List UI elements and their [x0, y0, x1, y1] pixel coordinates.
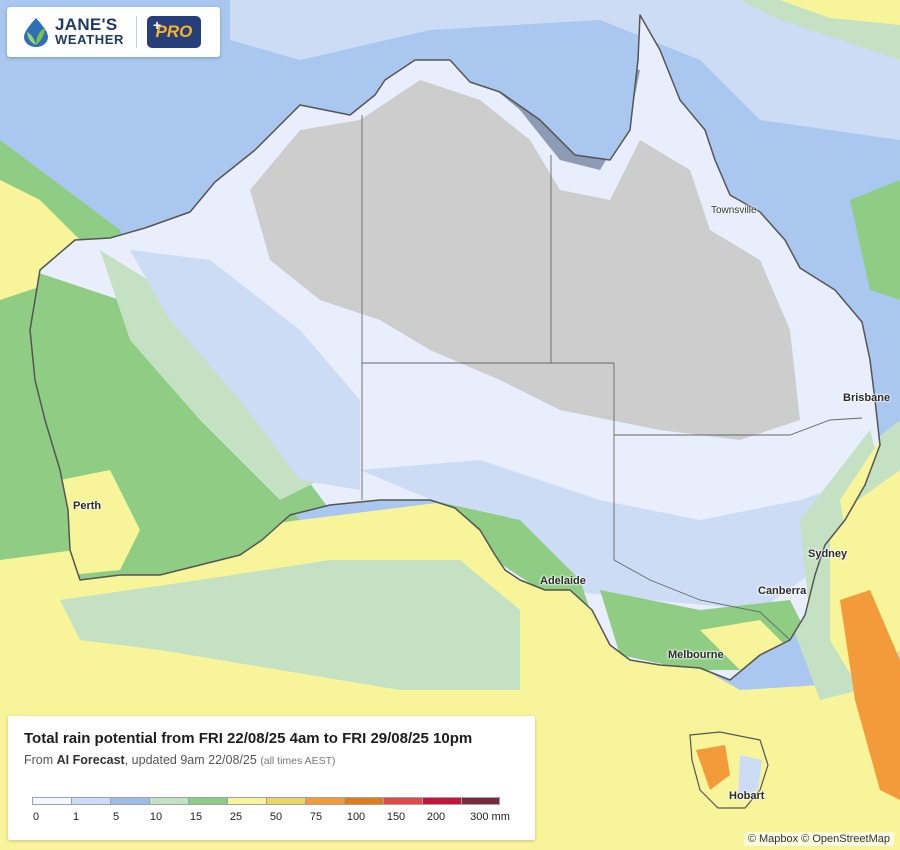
legend-tick-11: 300 mm	[470, 811, 510, 823]
legend-updated-time: , updated 9am 22/08/25	[124, 753, 261, 767]
legend-swatch-10	[422, 797, 461, 805]
city-label-perth[interactable]: Perth	[73, 500, 102, 512]
land-dry-area	[250, 80, 800, 440]
legend-swatch-0	[32, 797, 71, 805]
legend-tick-0: 0	[32, 811, 40, 823]
rain-band-tasman-orange	[840, 590, 900, 800]
rain-legend: Total rain potential from FRI 22/08/25 4…	[8, 716, 535, 840]
legend-swatch-1	[71, 797, 110, 805]
legend-swatch-9	[383, 797, 422, 805]
legend-color-scale	[32, 797, 500, 805]
legend-tick-8: 100	[346, 811, 366, 823]
land-perth-yellow	[60, 470, 140, 575]
brand-name-line1: JANE'S	[55, 15, 118, 34]
legend-tick-6: 50	[269, 811, 283, 823]
pro-plus-icon: +	[152, 17, 162, 33]
legend-subtitle-prefix: From	[24, 753, 57, 767]
leaf-drop-icon	[24, 18, 48, 47]
rain-band-northeast-yellow	[780, 0, 900, 25]
brand-name-line2: WEATHER	[55, 32, 124, 47]
legend-swatch-6	[266, 797, 305, 805]
tasmania-blue	[738, 755, 762, 798]
legend-tick-1: 1	[72, 811, 80, 823]
city-label-hobart[interactable]: Hobart	[729, 790, 765, 802]
brand-logo[interactable]: JANE'S WEATHER + PRO	[7, 7, 220, 57]
brand-wordmark: JANE'S WEATHER	[55, 15, 124, 47]
city-label-adelaide[interactable]: Adelaide	[540, 575, 586, 587]
land-wa-blue	[130, 250, 360, 490]
legend-timezone-note: (all times AEST)	[260, 755, 336, 767]
legend-tick-5: 25	[229, 811, 243, 823]
pro-badge-label: PRO	[155, 22, 193, 41]
legend-title: Total rain potential from FRI 22/08/25 4…	[24, 730, 473, 747]
rain-band-southern-green	[60, 560, 520, 690]
land-southwest-light	[100, 250, 320, 500]
australia-coastline	[29, 14, 881, 681]
map-attribution[interactable]: © Mapbox © OpenStreetMap	[743, 832, 894, 846]
legend-swatch-4	[188, 797, 227, 805]
city-label-sydney[interactable]: Sydney	[808, 548, 848, 560]
land-south-blue	[360, 460, 860, 610]
legend-swatch-2	[110, 797, 149, 805]
legend-tick-10: 200	[426, 811, 446, 823]
tasmania-orange	[696, 745, 730, 790]
legend-subtitle: From AI Forecast, updated 9am 22/08/25 (…	[24, 753, 336, 767]
city-label-melbourne[interactable]: Melbourne	[668, 649, 724, 661]
legend-swatch-7	[305, 797, 344, 805]
rain-band-coral-sea	[850, 180, 900, 300]
legend-forecast-source[interactable]: AI Forecast	[56, 753, 125, 767]
legend-tick-4: 15	[189, 811, 203, 823]
legend-swatch-5	[227, 797, 266, 805]
rain-band-north-ocean	[230, 0, 900, 140]
legend-tick-9: 150	[386, 811, 406, 823]
pro-badge[interactable]: + PRO	[146, 16, 201, 48]
city-label-canberra[interactable]: Canberra	[758, 585, 807, 597]
legend-swatch-11	[461, 797, 500, 805]
state-borders	[361, 115, 863, 641]
legend-tick-7: 75	[309, 811, 323, 823]
city-label-townsville[interactable]: Townsville	[711, 205, 757, 216]
logo-divider	[135, 16, 137, 48]
city-label-brisbane[interactable]: Brisbane	[843, 392, 891, 404]
legend-swatch-3	[149, 797, 188, 805]
legend-tick-3: 10	[149, 811, 163, 823]
legend-tick-2: 5	[112, 811, 120, 823]
legend-swatch-8	[344, 797, 383, 805]
